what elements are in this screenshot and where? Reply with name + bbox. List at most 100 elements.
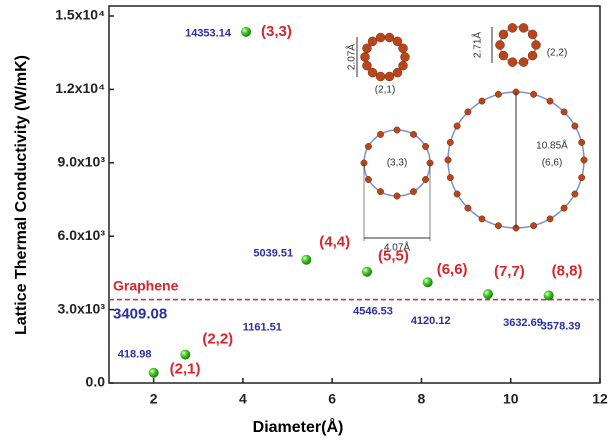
inset-atom — [464, 108, 472, 116]
inset-atom — [453, 122, 461, 130]
inset-atom — [518, 23, 529, 33]
inset-atom — [518, 57, 529, 67]
inset-atom — [384, 71, 395, 82]
inset-atom — [364, 143, 372, 150]
inset-atom — [360, 52, 370, 62]
inset-atom — [571, 122, 579, 130]
inset-atom — [478, 215, 486, 223]
inset-atom — [422, 176, 430, 183]
point-label: (3,3) — [261, 23, 292, 40]
inset-atom — [560, 108, 568, 116]
inset-atom — [444, 156, 452, 164]
y-tick-label: 6.0x10³ — [58, 227, 106, 243]
inset-atom — [530, 90, 538, 98]
inset-atom — [392, 67, 403, 78]
inset-atom — [375, 71, 386, 82]
point — [180, 349, 191, 360]
point-label: (2,2) — [202, 331, 233, 348]
inset-atom — [392, 36, 403, 47]
inset: 2.71Å (2,2) — [471, 23, 568, 67]
inset-dimension: 4.07Å — [384, 241, 410, 254]
y-tick-label: 9.0x10³ — [58, 154, 106, 170]
inset-dimension: 2.71Å — [471, 32, 484, 58]
x-tick-label: 10 — [503, 391, 519, 407]
inset-atom — [377, 130, 384, 138]
inset-atom — [507, 23, 518, 33]
inset-atom — [546, 97, 554, 105]
value-label: 3632.69 — [503, 317, 543, 329]
plot-frame — [108, 5, 601, 384]
inset: 10.85Å (6,6) — [444, 88, 588, 232]
value-label: 5039.51 — [253, 248, 293, 260]
inset-label: (3,3) — [387, 158, 408, 169]
inset-atom — [446, 174, 454, 182]
inset-atom — [377, 188, 384, 196]
inset-atom — [375, 32, 386, 43]
inset-atom — [531, 40, 541, 50]
point — [543, 290, 554, 301]
inset-atom — [527, 29, 538, 40]
point — [361, 266, 372, 277]
inset-atom — [527, 50, 538, 61]
x-tick-label: 12 — [592, 391, 608, 407]
point-label: (4,4) — [319, 234, 350, 251]
inset-atom — [580, 156, 588, 164]
inset-dimension: 10.85Å — [536, 139, 568, 152]
point-label: (6,6) — [437, 261, 468, 278]
inset-label: (6,6) — [542, 158, 563, 169]
x-axis-label: Diameter(Å) — [253, 417, 344, 436]
inset-atom — [367, 67, 378, 78]
x-tick-label: 4 — [239, 391, 247, 407]
inset-atom — [398, 60, 408, 71]
inset-dimension: 2.07Å — [345, 44, 358, 70]
reference-label: Graphene — [113, 277, 179, 293]
inset-atom — [494, 90, 502, 98]
point — [301, 254, 312, 265]
x-tick-label: 6 — [328, 391, 336, 407]
inset-atom — [578, 174, 586, 182]
y-axis-label: Lattice Thermal Conductivity (W/mK) — [13, 55, 30, 335]
inset-atom — [530, 222, 538, 230]
x-tick-label: 2 — [150, 391, 158, 407]
inset-atom — [578, 138, 586, 146]
point-label: (5,5) — [378, 248, 409, 265]
inset-atom — [478, 97, 486, 105]
inset-label: (2,1) — [375, 85, 396, 96]
inset-atom — [495, 40, 505, 50]
point — [241, 26, 252, 37]
inset-atom — [453, 190, 461, 198]
point-label: (2,1) — [170, 361, 201, 378]
value-label: 14353.14 — [185, 28, 232, 40]
y-tick-label: 3.0x10³ — [58, 300, 106, 316]
inset-atom — [410, 130, 417, 138]
inset-atom — [546, 215, 554, 223]
inset: 2.07Å (2,1) — [345, 32, 410, 96]
point-label: (7,7) — [494, 263, 525, 280]
reference-value: 3409.08 — [113, 306, 167, 323]
inset-atom — [507, 57, 518, 67]
inset-atom — [384, 32, 395, 43]
inset-atom — [464, 204, 472, 212]
point — [148, 367, 159, 378]
value-label: 1161.51 — [243, 321, 282, 333]
value-label: 4120.12 — [411, 315, 451, 327]
inset-atom — [494, 222, 502, 230]
inset-atom — [422, 143, 430, 150]
inset-atom — [410, 188, 417, 196]
inset-atom — [362, 43, 372, 54]
inset-atom — [393, 126, 401, 134]
inset-atom — [571, 190, 579, 198]
value-label: 4546.53 — [353, 306, 393, 318]
inset-atom — [446, 138, 454, 146]
inset-atom — [362, 60, 372, 71]
inset-label: (2,2) — [547, 48, 568, 59]
inset-atom — [498, 29, 509, 40]
value-label: 3578.39 — [541, 320, 581, 332]
inset-atom — [400, 52, 410, 62]
inset-atom — [393, 192, 401, 200]
inset-atom — [398, 43, 408, 54]
point — [422, 277, 433, 288]
point — [482, 289, 493, 300]
inset-atom — [560, 204, 568, 212]
